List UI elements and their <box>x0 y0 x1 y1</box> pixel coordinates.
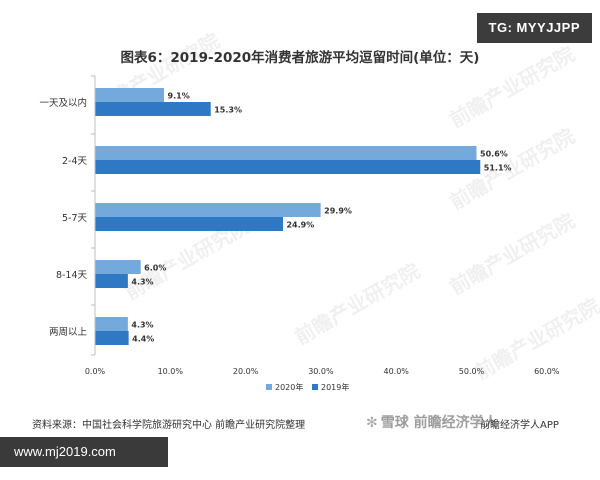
legend-swatch <box>312 384 318 390</box>
bar-2020年 <box>95 203 321 217</box>
bar-2019年 <box>95 160 481 174</box>
category-label: 2-4天 <box>62 156 88 167</box>
x-tick-label: 60.0% <box>534 367 560 376</box>
category-label: 8-14天 <box>56 270 88 281</box>
data-label: 4.4% <box>132 335 154 344</box>
x-tick-label: 50.0% <box>459 367 485 376</box>
bar-2020年 <box>95 317 128 331</box>
bar-2019年 <box>95 274 128 288</box>
bar-2019年 <box>95 331 129 345</box>
legend-swatch <box>266 384 272 390</box>
x-tick-label: 30.0% <box>308 367 334 376</box>
source-note: 资料来源：中国社会科学院旅游研究中心 前瞻产业研究院整理 <box>32 420 306 431</box>
bar-2020年 <box>95 260 141 274</box>
category-label: 两周以上 <box>49 327 88 338</box>
watermark-text: 前瞻产业研究院 <box>446 42 579 133</box>
watermark-text: 前瞻产业研究院 <box>291 259 424 350</box>
x-tick-label: 40.0% <box>383 367 409 376</box>
tg-badge: TG: MYYJJPP <box>476 13 592 43</box>
category-label: 一天及以内 <box>39 97 87 109</box>
x-tick-label: 0.0% <box>85 367 106 376</box>
data-label: 4.3% <box>131 321 153 330</box>
data-label: 6.0% <box>144 264 166 273</box>
chart-title: 图表6：2019-2020年消费者旅游平均逗留时间(单位：天) <box>120 50 480 66</box>
legend-label: 2020年 <box>275 382 303 392</box>
data-label: 24.9% <box>286 221 314 230</box>
data-label: 9.1% <box>168 92 190 101</box>
data-label: 29.9% <box>324 207 352 216</box>
data-label: 51.1% <box>484 164 512 173</box>
bar-2019年 <box>95 217 283 231</box>
data-label: 4.3% <box>131 278 153 287</box>
watermark-text: 前瞻产业研究院 <box>446 209 579 300</box>
site-badge: www.mj2019.com <box>0 437 168 467</box>
data-label: 50.6% <box>480 150 508 159</box>
x-tick-label: 20.0% <box>233 367 259 376</box>
snowball-icon: ✻ <box>366 415 378 431</box>
x-tick-label: 10.0% <box>158 367 184 376</box>
data-label: 15.3% <box>214 106 242 115</box>
legend-label: 2019年 <box>321 382 349 392</box>
xueqiu-tail: 前瞻经济学人APP <box>480 420 559 431</box>
bar-2020年 <box>95 146 477 160</box>
category-label: 5-7天 <box>62 213 88 224</box>
xueqiu-logo: ✻ 雪球 前瞻经济学人 <box>366 415 498 431</box>
bar-2020年 <box>95 88 165 102</box>
bar-2019年 <box>95 102 211 116</box>
